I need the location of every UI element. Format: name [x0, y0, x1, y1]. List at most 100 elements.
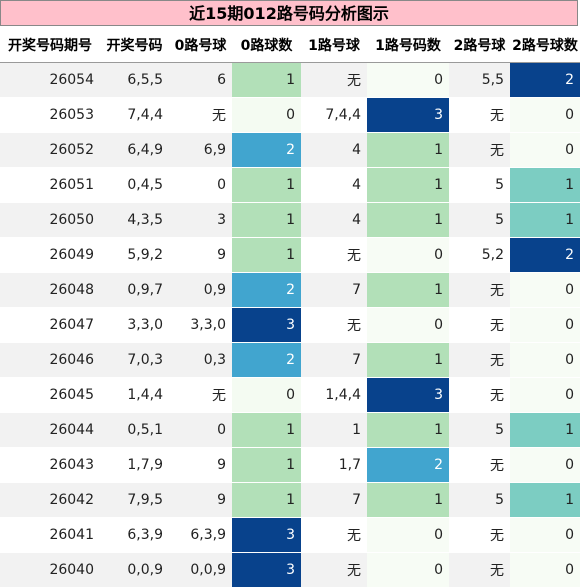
table-cell-r14-c1: 0,0,9 — [100, 553, 169, 587]
column-header-4: 1路号球 — [301, 28, 367, 63]
table-cell-r10-c7: 1 — [510, 413, 580, 448]
table-cell-r10-c4: 1 — [301, 413, 367, 448]
table-cell-r7-c5: 0 — [367, 308, 449, 343]
table-cell-r2-c3: 2 — [232, 133, 301, 168]
table-cell-r3-c5: 1 — [367, 168, 449, 203]
table-cell-r7-c4: 无 — [301, 308, 367, 343]
table-cell-r4-c5: 1 — [367, 203, 449, 238]
table-cell-r6-c6: 无 — [449, 273, 510, 308]
table-cell-r11-c4: 1,7 — [301, 448, 367, 483]
table-cell-r3-c4: 4 — [301, 168, 367, 203]
table-cell-r3-c3: 1 — [232, 168, 301, 203]
table-cell-r11-c0: 26043 — [0, 448, 100, 483]
table-cell-r12-c4: 7 — [301, 483, 367, 518]
table-cell-r13-c2: 6,3,9 — [169, 518, 232, 553]
table-cell-r13-c3: 3 — [232, 518, 301, 553]
table-cell-r9-c1: 1,4,4 — [100, 378, 169, 413]
table-cell-r6-c0: 26048 — [0, 273, 100, 308]
column-header-7: 2路号球数 — [510, 28, 580, 63]
table-cell-r0-c7: 2 — [510, 63, 580, 98]
table-cell-r8-c6: 无 — [449, 343, 510, 378]
table-cell-r12-c7: 1 — [510, 483, 580, 518]
table-cell-r1-c2: 无 — [169, 98, 232, 133]
table-cell-r7-c2: 3,3,0 — [169, 308, 232, 343]
table-cell-r10-c0: 26044 — [0, 413, 100, 448]
table-cell-r3-c1: 0,4,5 — [100, 168, 169, 203]
table-cell-r1-c1: 7,4,4 — [100, 98, 169, 133]
table-cell-r6-c7: 0 — [510, 273, 580, 308]
table-cell-r4-c4: 4 — [301, 203, 367, 238]
table-cell-r6-c4: 7 — [301, 273, 367, 308]
table-cell-r10-c2: 0 — [169, 413, 232, 448]
table-cell-r14-c3: 3 — [232, 553, 301, 587]
column-header-2: 0路号球 — [169, 28, 232, 63]
table-cell-r8-c5: 1 — [367, 343, 449, 378]
table-cell-r2-c7: 0 — [510, 133, 580, 168]
table-cell-r9-c6: 无 — [449, 378, 510, 413]
table-cell-r11-c1: 1,7,9 — [100, 448, 169, 483]
table-cell-r12-c0: 26042 — [0, 483, 100, 518]
table-cell-r0-c2: 6 — [169, 63, 232, 98]
table-cell-r1-c3: 0 — [232, 98, 301, 133]
table-cell-r1-c0: 26053 — [0, 98, 100, 133]
table-cell-r2-c1: 6,4,9 — [100, 133, 169, 168]
table-cell-r13-c6: 无 — [449, 518, 510, 553]
table-cell-r14-c7: 0 — [510, 553, 580, 587]
column-header-6: 2路号球 — [449, 28, 510, 63]
table-cell-r0-c6: 5,5 — [449, 63, 510, 98]
table-cell-r14-c5: 0 — [367, 553, 449, 587]
table-cell-r11-c3: 1 — [232, 448, 301, 483]
table-cell-r9-c5: 3 — [367, 378, 449, 413]
table-cell-r14-c2: 0,0,9 — [169, 553, 232, 587]
table-cell-r0-c3: 1 — [232, 63, 301, 98]
table-cell-r9-c4: 1,4,4 — [301, 378, 367, 413]
table-cell-r3-c2: 0 — [169, 168, 232, 203]
table-cell-r5-c3: 1 — [232, 238, 301, 273]
column-header-3: 0路球数 — [232, 28, 301, 63]
column-header-5: 1路号码数 — [367, 28, 449, 63]
table-cell-r5-c6: 5,2 — [449, 238, 510, 273]
table-cell-r9-c7: 0 — [510, 378, 580, 413]
table-cell-r0-c5: 0 — [367, 63, 449, 98]
table-cell-r2-c6: 无 — [449, 133, 510, 168]
table-cell-r10-c1: 0,5,1 — [100, 413, 169, 448]
table-cell-r13-c7: 0 — [510, 518, 580, 553]
table-cell-r8-c1: 7,0,3 — [100, 343, 169, 378]
table-cell-r12-c5: 1 — [367, 483, 449, 518]
table-cell-r14-c0: 26040 — [0, 553, 100, 587]
table-cell-r0-c1: 6,5,5 — [100, 63, 169, 98]
table-cell-r14-c6: 无 — [449, 553, 510, 587]
table-cell-r6-c1: 0,9,7 — [100, 273, 169, 308]
table-cell-r13-c5: 0 — [367, 518, 449, 553]
column-header-1: 开奖号码 — [100, 28, 169, 63]
table-cell-r1-c4: 7,4,4 — [301, 98, 367, 133]
table-cell-r5-c1: 5,9,2 — [100, 238, 169, 273]
table-cell-r13-c4: 无 — [301, 518, 367, 553]
table-cell-r0-c0: 26054 — [0, 63, 100, 98]
table-cell-r9-c3: 0 — [232, 378, 301, 413]
table-cell-r11-c6: 无 — [449, 448, 510, 483]
table-cell-r4-c1: 4,3,5 — [100, 203, 169, 238]
table-cell-r8-c3: 2 — [232, 343, 301, 378]
table-cell-r12-c2: 9 — [169, 483, 232, 518]
table-cell-r3-c6: 5 — [449, 168, 510, 203]
table-cell-r7-c1: 3,3,0 — [100, 308, 169, 343]
table-cell-r2-c5: 1 — [367, 133, 449, 168]
table-cell-r4-c2: 3 — [169, 203, 232, 238]
table-cell-r11-c2: 9 — [169, 448, 232, 483]
table-cell-r4-c0: 26050 — [0, 203, 100, 238]
table-cell-r8-c4: 7 — [301, 343, 367, 378]
table-cell-r13-c0: 26041 — [0, 518, 100, 553]
